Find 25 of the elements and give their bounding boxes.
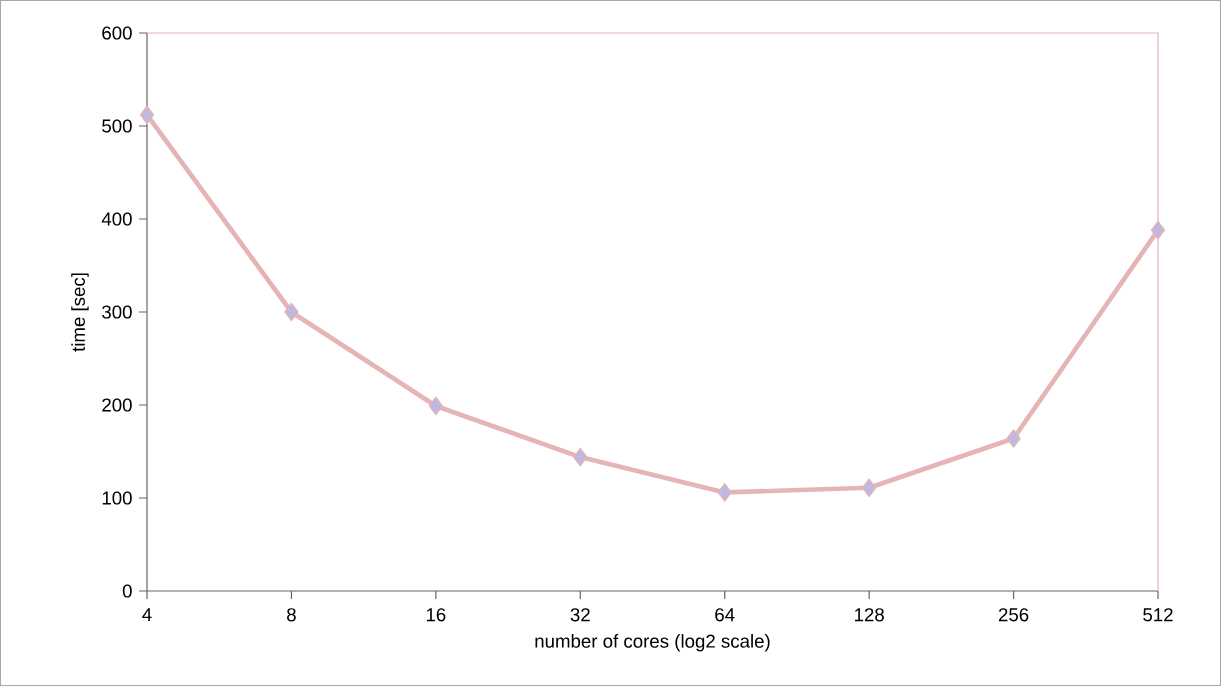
point: [428, 396, 444, 416]
y-tick-label: 500: [102, 119, 132, 133]
point: [1006, 429, 1021, 448]
x-tick-label: 64: [715, 608, 735, 622]
point: [139, 105, 155, 125]
y-axis-title: time [sec]: [71, 273, 89, 352]
x-tick-label: 4: [142, 608, 152, 621]
point: [284, 302, 299, 322]
point: [861, 478, 877, 498]
y-tick-label: 600: [102, 26, 132, 40]
x-tick-label: 128: [855, 608, 884, 622]
point: [573, 447, 588, 467]
x-tick-label: 32: [570, 608, 590, 622]
x-tick-label: 256: [998, 608, 1029, 622]
point: [717, 483, 732, 502]
y-tick-label: 400: [101, 212, 132, 226]
y-tick-label: 300: [102, 305, 132, 319]
x-tick-label: 512: [1143, 608, 1173, 622]
y-tick-label: 100: [102, 491, 132, 505]
y-tick-label: 200: [102, 398, 132, 412]
x-axis-title: number of cores (log2 scale): [535, 634, 770, 652]
point: [1150, 220, 1166, 240]
x-tick-label: 8: [287, 608, 296, 622]
y-tick-label: 0: [122, 584, 132, 598]
x-tick-label: 16: [426, 608, 446, 622]
